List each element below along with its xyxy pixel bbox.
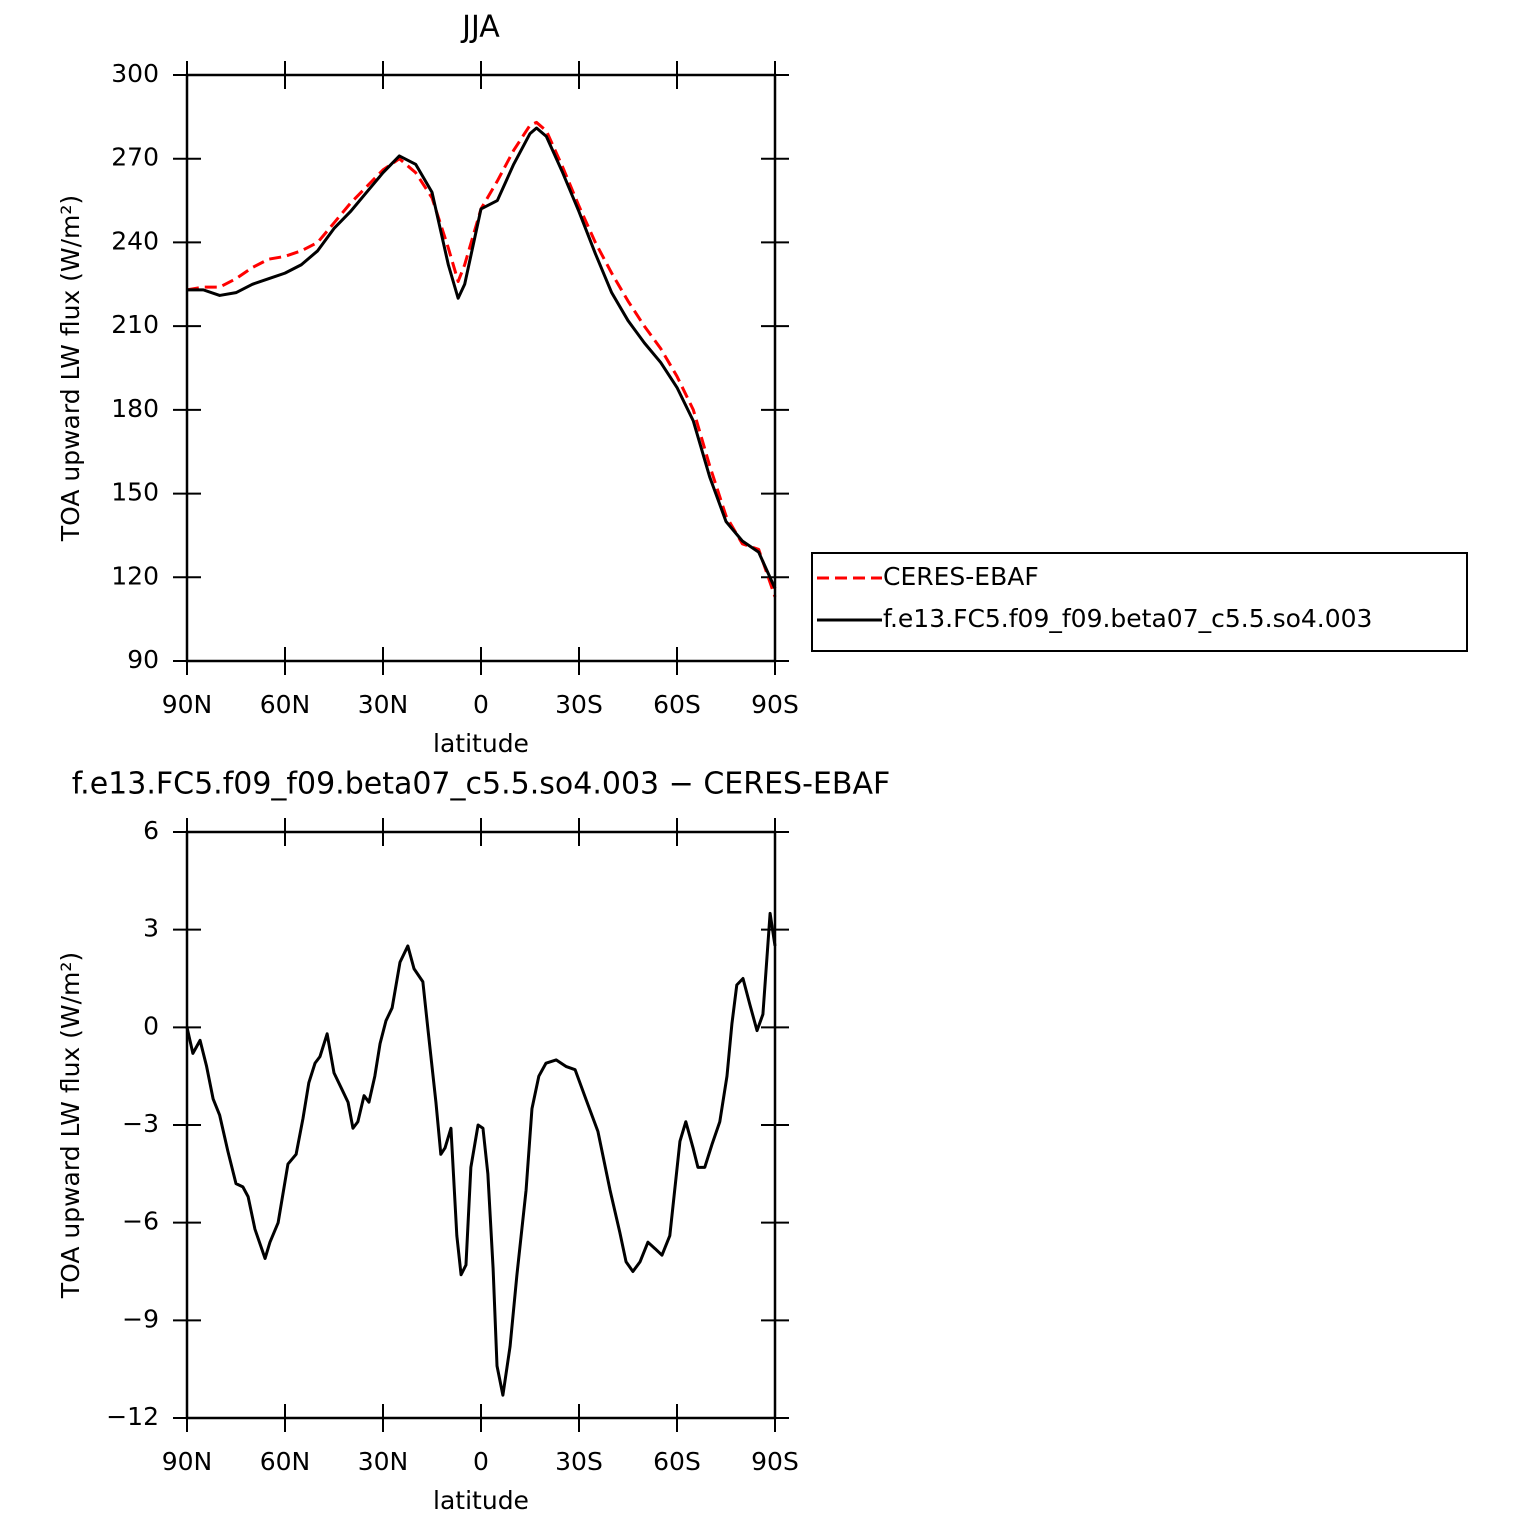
x-tick-label: 30S <box>555 690 603 719</box>
x-tick-label: 30N <box>358 1447 409 1476</box>
series-line <box>187 126 777 590</box>
x-tick-label: 60N <box>260 690 311 719</box>
y-tick-label: 240 <box>111 226 159 255</box>
y-tick-label: 210 <box>111 310 159 339</box>
plot-frame <box>185 830 777 1420</box>
y-tick-label: 3 <box>143 914 159 943</box>
y-tick-label: −9 <box>122 1304 159 1333</box>
chart-title: JJA <box>460 10 500 45</box>
legend-box <box>811 552 1468 652</box>
x-tick-label: 90N <box>162 1447 213 1476</box>
x-tick-label: 90S <box>751 690 799 719</box>
y-axis-label: TOA upward LW flux (W/m²) <box>56 952 85 1299</box>
y-tick-label: 90 <box>127 645 159 674</box>
series-line <box>185 911 777 1397</box>
x-tick-label: 90S <box>751 1447 799 1476</box>
x-tick-label: 30S <box>555 1447 603 1476</box>
legend-label: f.e13.FC5.f09_f09.beta07_c5.5.so4.003 <box>883 604 1372 633</box>
x-tick-label: 0 <box>473 1447 489 1476</box>
x-tick-label: 60S <box>653 690 701 719</box>
chart-title: f.e13.FC5.f09_f09.beta07_c5.5.so4.003 − … <box>72 767 890 802</box>
y-tick-label: 0 <box>143 1011 159 1040</box>
y-tick-label: −3 <box>122 1109 159 1138</box>
y-tick-label: −6 <box>122 1207 159 1236</box>
y-tick-label: 150 <box>111 478 159 507</box>
y-tick-label: 270 <box>111 143 159 172</box>
x-tick-label: 0 <box>473 690 489 719</box>
x-axis-label: latitude <box>433 1486 529 1515</box>
y-tick-label: 6 <box>143 816 159 845</box>
x-tick-label: 60N <box>260 1447 311 1476</box>
y-tick-label: 180 <box>111 394 159 423</box>
y-axis-label: TOA upward LW flux (W/m²) <box>56 195 85 542</box>
legend-label: CERES-EBAF <box>883 562 1039 591</box>
series-line <box>186 120 777 598</box>
y-tick-label: 120 <box>111 561 159 590</box>
y-tick-label: −12 <box>106 1402 159 1431</box>
y-tick-label: 300 <box>111 59 159 88</box>
x-tick-label: 90N <box>162 690 213 719</box>
x-tick-label: 60S <box>653 1447 701 1476</box>
plot-frame <box>185 73 777 663</box>
x-tick-label: 30N <box>358 690 409 719</box>
x-axis-label: latitude <box>433 729 529 758</box>
